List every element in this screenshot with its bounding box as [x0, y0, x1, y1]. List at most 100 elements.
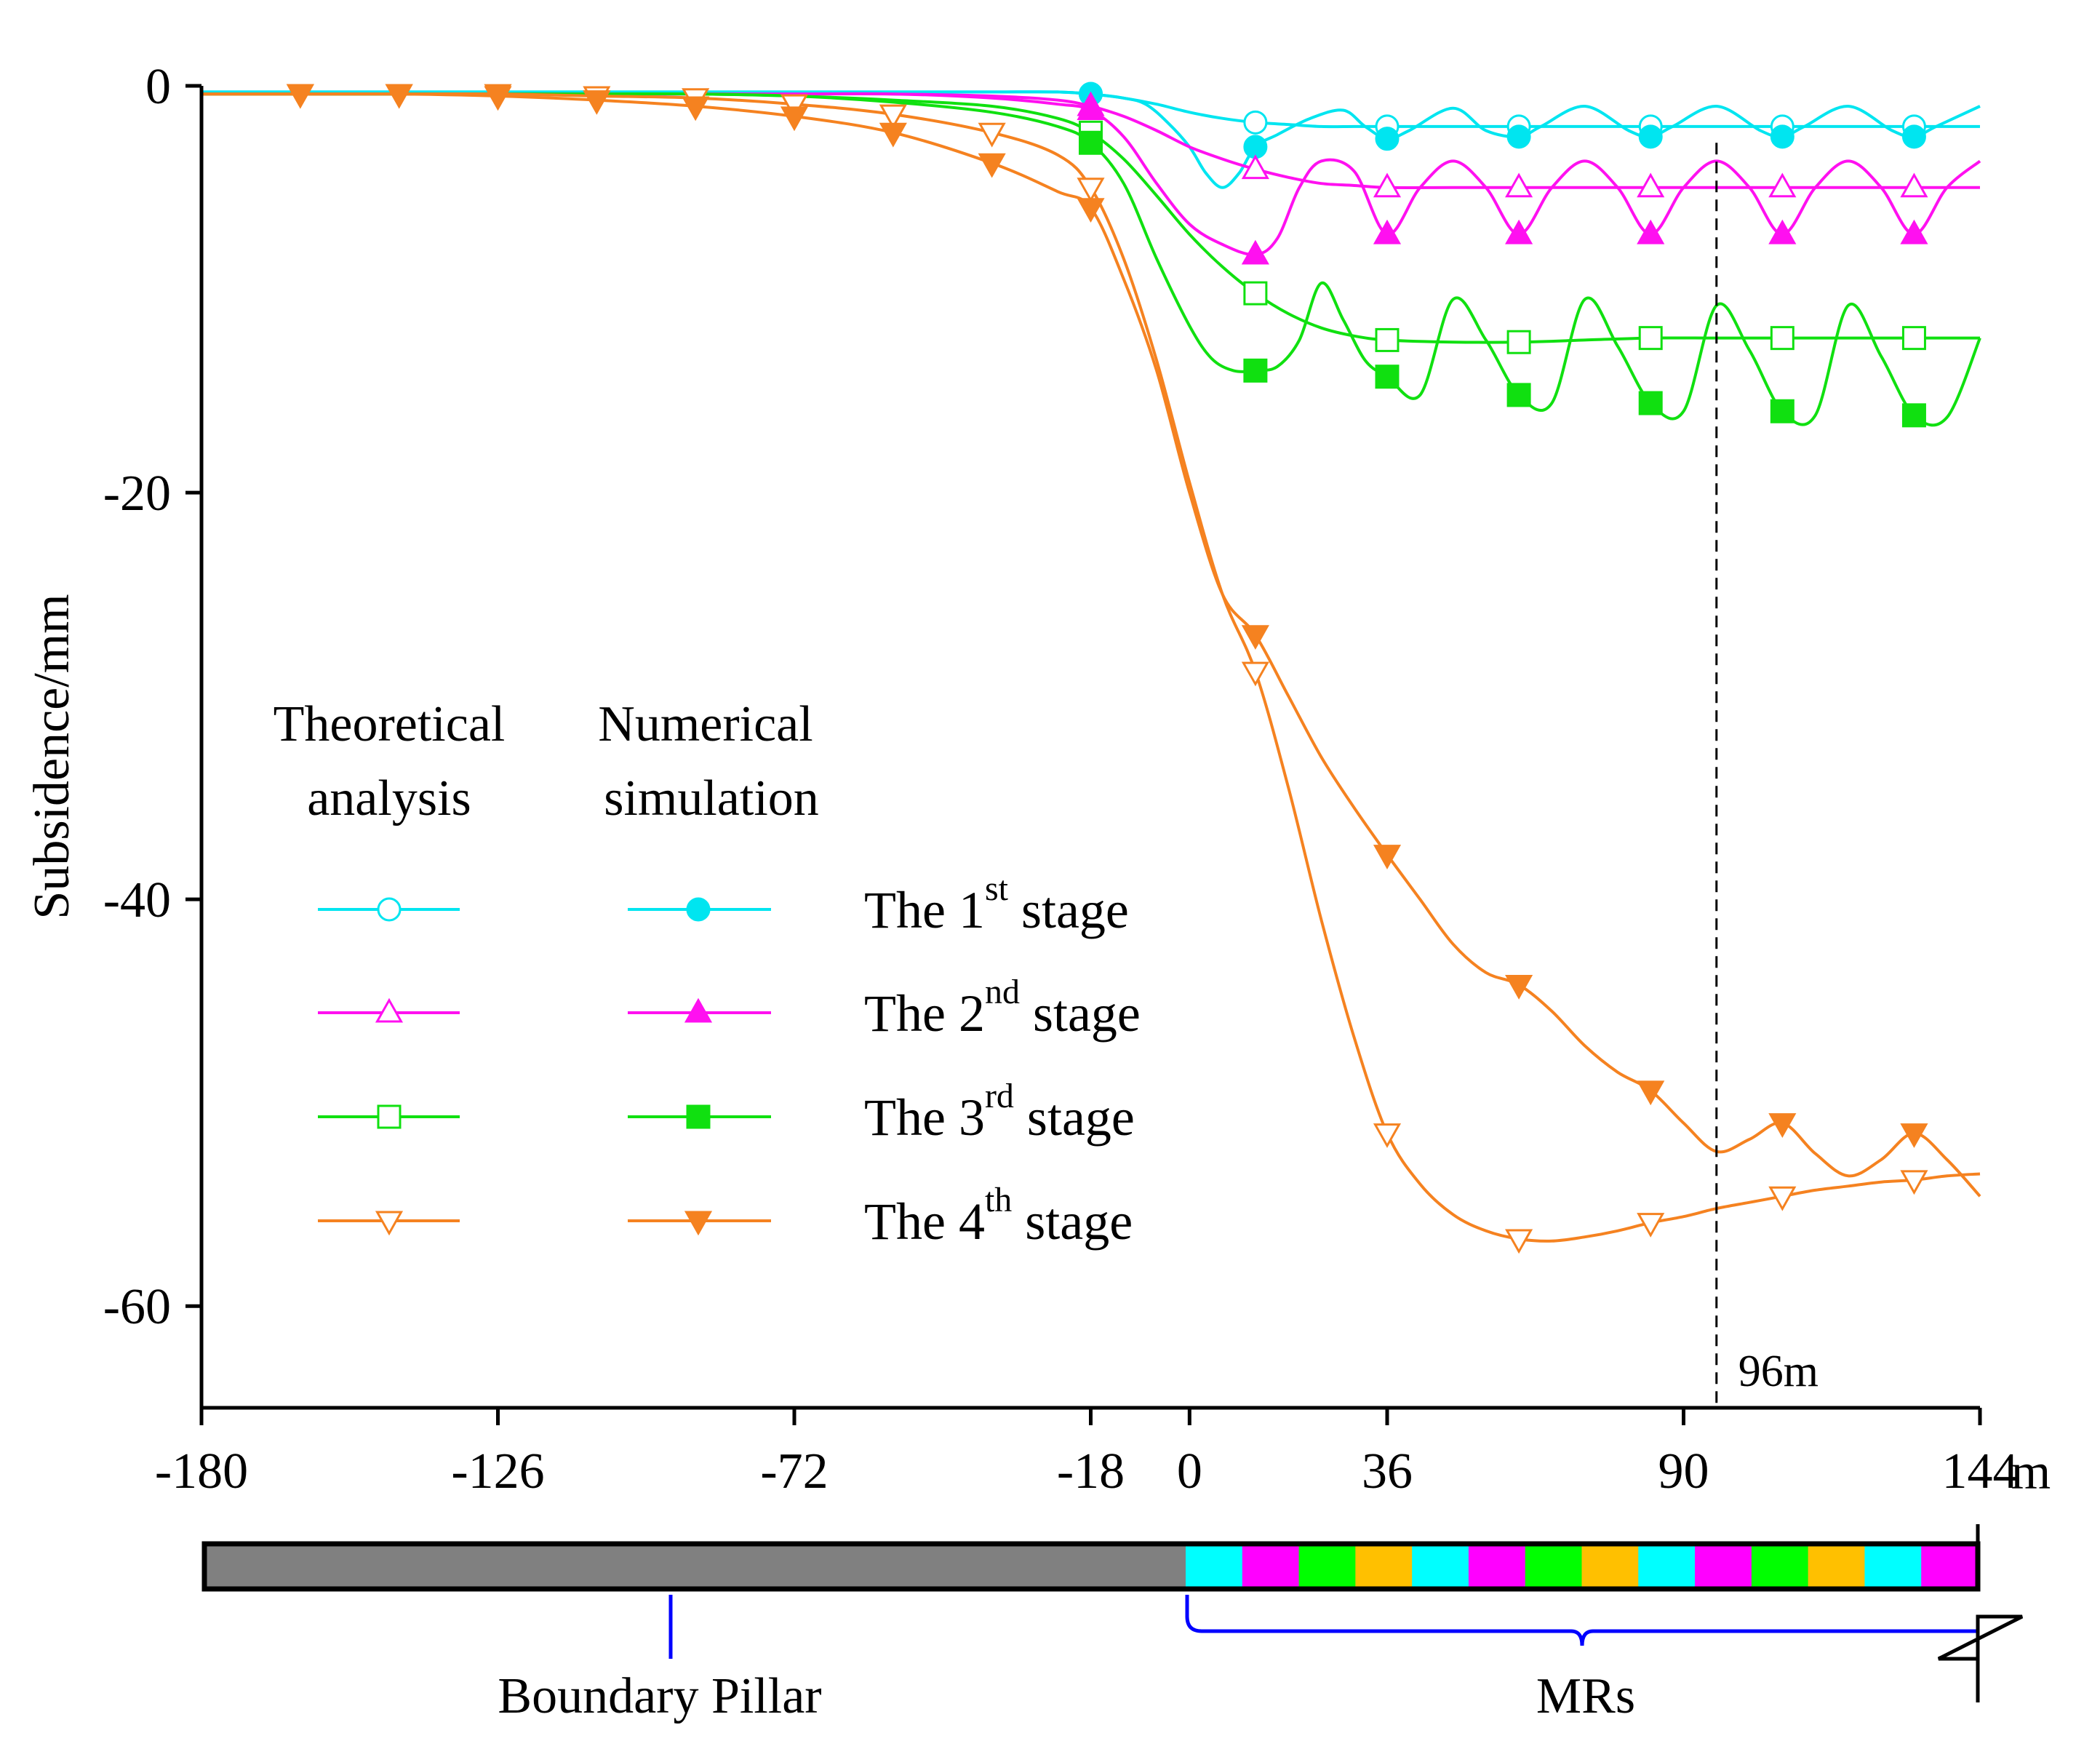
legend-stage-label: The 2nd stage [864, 973, 1141, 1043]
series-marker [1637, 219, 1665, 244]
series-marker [879, 122, 907, 148]
series-7 [201, 84, 1981, 1254]
legend-header-theoretical-line1: Theoretical [274, 696, 506, 752]
x-tick-label: 90 [1658, 1443, 1709, 1499]
bar-outline [201, 1541, 1981, 1592]
legend-row-3: The 3rd stage [318, 1077, 1135, 1147]
series-marker [1375, 127, 1400, 151]
series-2 [201, 81, 1981, 189]
series-marker [1900, 1170, 1928, 1195]
mr-cell [1355, 1544, 1413, 1589]
series-marker [1077, 178, 1105, 203]
x-tick-label: 144 [1942, 1443, 2019, 1499]
y-tick-label: -60 [103, 1279, 171, 1335]
series-marker [1901, 403, 1926, 428]
legend-swatch-marker [375, 1211, 404, 1236]
series-marker [1901, 326, 1926, 351]
series-marker [682, 96, 710, 121]
mr-cell [1581, 1544, 1639, 1589]
x-tick-label: 36 [1362, 1443, 1413, 1499]
series-marker [385, 84, 413, 109]
boundary-pillar-block [204, 1544, 1186, 1589]
x-tick-label: -126 [451, 1443, 544, 1499]
mr-cell [1808, 1544, 1865, 1589]
series-marker [780, 94, 809, 119]
mr-cell [1695, 1544, 1752, 1589]
y-ticks: 0 -20 -40 -60 [103, 59, 201, 1335]
y-axis-title: Subsidence/mm [24, 594, 80, 919]
y-tick-label: -40 [103, 872, 171, 928]
mr-cell [1751, 1544, 1809, 1589]
series-line [201, 92, 1981, 1198]
series-marker [1373, 219, 1402, 244]
mr-cell [1242, 1544, 1300, 1589]
series-marker [1768, 219, 1797, 244]
series-marker [1637, 172, 1665, 198]
series-marker [1637, 1213, 1665, 1238]
series-marker [1505, 219, 1533, 244]
series-marker [1077, 198, 1105, 223]
series-marker [1768, 172, 1797, 198]
break-symbol [1937, 1614, 2024, 1702]
series-marker [1506, 124, 1531, 149]
series-marker [1373, 845, 1402, 869]
legend-row-1: The 1st stage [318, 869, 1129, 939]
series-marker [1506, 383, 1531, 407]
series-marker [780, 106, 809, 132]
mr-cell [1921, 1544, 1979, 1589]
legend-rows: The 1st stage The 2nd stage The 3rd stage T… [318, 869, 1141, 1251]
mr-cell [1638, 1544, 1696, 1589]
annotation-96m: 96m [1715, 143, 1818, 1408]
mr-cell [1468, 1544, 1526, 1589]
legend-swatch-marker [686, 897, 711, 922]
series-marker [1243, 358, 1268, 383]
legend-header-numerical-line1: Numerical [598, 696, 813, 752]
series-marker [1241, 625, 1269, 650]
series-marker [1638, 391, 1663, 415]
mr-cell [1412, 1544, 1469, 1589]
series-line [201, 90, 1981, 189]
series-marker [1770, 124, 1794, 149]
series-marker [1505, 172, 1533, 198]
legend: Theoretical analysis Numerical simulatio… [274, 696, 1141, 1251]
series-marker [1241, 154, 1269, 180]
series-marker [1900, 219, 1928, 244]
legend-stage-label: The 1st stage [864, 869, 1129, 939]
series-marker [583, 90, 611, 115]
legend-header-theoretical-line2: analysis [307, 770, 471, 826]
series-marker [1768, 1186, 1797, 1211]
y-tick-label: 0 [145, 59, 171, 115]
legend-swatch-marker [686, 1104, 711, 1129]
x-tick-label: -18 [1057, 1443, 1125, 1499]
series-8 [201, 84, 1981, 1198]
series-line [201, 92, 1981, 1243]
series-marker [1900, 1123, 1928, 1148]
legend-row-2: The 2nd stage [318, 973, 1141, 1043]
series-marker [1373, 1123, 1402, 1148]
series-marker [1077, 95, 1105, 121]
legend-swatch-marker [377, 1104, 402, 1129]
series-marker [978, 122, 1006, 148]
mr-cell [1298, 1544, 1356, 1589]
legend-swatch-marker [684, 997, 713, 1023]
mr-cell [1525, 1544, 1582, 1589]
series-marker [1637, 1080, 1665, 1106]
legend-stage-label: The 4th stage [864, 1181, 1133, 1251]
series-marker [1768, 1113, 1797, 1138]
series-marker [1375, 327, 1400, 352]
series-marker [1241, 239, 1269, 265]
series-marker [1770, 326, 1794, 351]
legend-header-numerical-line2: simulation [604, 770, 819, 826]
series-marker [1375, 364, 1400, 389]
legend-stage-label: The 3rd stage [864, 1077, 1135, 1147]
mr-cells [1186, 1544, 1979, 1589]
series-marker [1505, 1229, 1533, 1254]
x-tick-label: -72 [760, 1443, 828, 1499]
series-marker [879, 104, 907, 130]
series-marker [1900, 172, 1928, 198]
series-marker [1638, 326, 1663, 351]
series-marker [1770, 399, 1794, 423]
series-6 [201, 92, 1981, 428]
series-marker [1241, 661, 1269, 687]
